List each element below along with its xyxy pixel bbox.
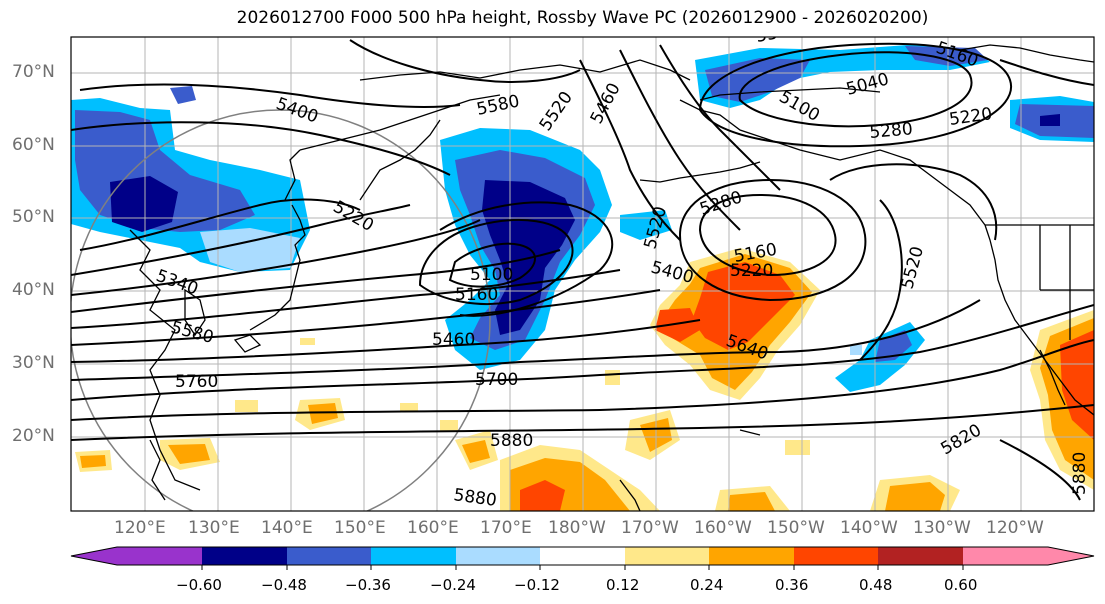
height-contours [71,39,1094,501]
lon-label: 120°E [114,518,166,538]
lon-label: 170°E [480,518,532,538]
map-title: 2026012700 F000 500 hPa height, Rossby W… [236,8,929,28]
region-circle [71,109,491,511]
lon-label: 140°E [261,518,313,538]
lat-label: 40°N [12,280,55,300]
contour-label: 5460 [432,330,475,350]
colorbar-tick-label: 0.24 [690,576,724,594]
colorbar-min-extend [71,547,117,565]
negative-anomaly-shading [71,44,1094,392]
colorbar-tick-label: −0.24 [430,576,476,594]
lon-label: 140°W [840,518,898,538]
contour-label: 5340 [754,20,800,47]
colorbar-tick-label: 0.60 [944,576,978,594]
colorbar [70,546,1095,570]
colorbar-segment [371,547,456,565]
colorbar-tick-label: −0.12 [514,576,560,594]
contour-label: 5160 [455,285,498,305]
colorbar-segment [117,547,202,565]
lon-label: 180°W [548,518,606,538]
lat-label: 30°N [12,353,55,373]
lon-label: 150°E [334,518,386,538]
lat-label: 20°N [12,426,55,446]
colorbar-segment [540,547,625,565]
contour-label: 5880 [490,431,533,451]
lon-label: 160°E [407,518,459,538]
colorbar-outline [70,546,1095,566]
lon-label: 170°W [621,518,679,538]
colorbar-segment [709,547,794,565]
colorbar-tick-label: −0.36 [345,576,391,594]
positive-anomaly-shading [75,248,1094,511]
contour-label: 5880 [1070,452,1090,495]
contour-label: 5220 [730,261,773,281]
lon-label: 120°W [986,518,1044,538]
contour-label: 5280 [869,119,914,143]
map-frame [70,36,1095,512]
lon-label: 150°W [767,518,825,538]
colorbar-tick-label: −0.60 [176,576,222,594]
lon-label: 160°W [694,518,752,538]
lon-label: 130°W [913,518,971,538]
colorbar-segment [963,547,1048,565]
colorbar-segment [625,547,709,565]
colorbar-tick-label: 0.12 [606,576,640,594]
contour-label: 5100 [470,265,513,285]
lat-label: 70°N [12,62,55,82]
colorbar-segment [878,547,963,565]
colorbar-segment [202,547,287,565]
contour-label: 5700 [475,370,518,390]
lat-label: 50°N [12,207,55,227]
contour-label: 5760 [175,372,218,392]
colorbar-tick-label: 0.48 [859,576,893,594]
graticule [71,37,1094,511]
colorbar-segment [456,547,540,565]
colorbar-max-extend [1048,547,1094,565]
colorbar-tick-label: 0.36 [775,576,809,594]
lat-label: 60°N [12,135,55,155]
colorbar-segment [287,547,371,565]
colorbar-tick-label: −0.48 [261,576,307,594]
lon-label: 130°E [188,518,240,538]
colorbar-segment [794,547,878,565]
